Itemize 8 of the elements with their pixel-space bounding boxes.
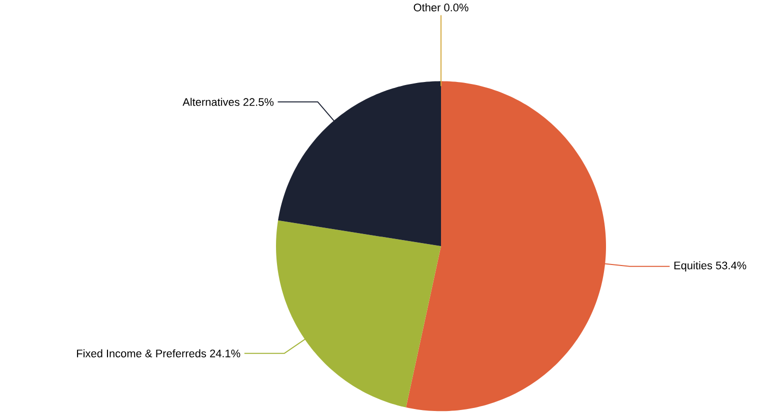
slice-label: Fixed Income & Preferreds xyxy=(77,349,206,358)
data-label: 22.5% xyxy=(243,98,274,106)
data-label: 24.1% xyxy=(210,350,240,358)
category-label: Other xyxy=(414,3,441,12)
data-label: 53.4% xyxy=(716,262,746,270)
text: 0.0% xyxy=(444,4,468,12)
slice-label: Alternatives xyxy=(182,98,240,106)
slice-label: Equities xyxy=(674,261,712,272)
